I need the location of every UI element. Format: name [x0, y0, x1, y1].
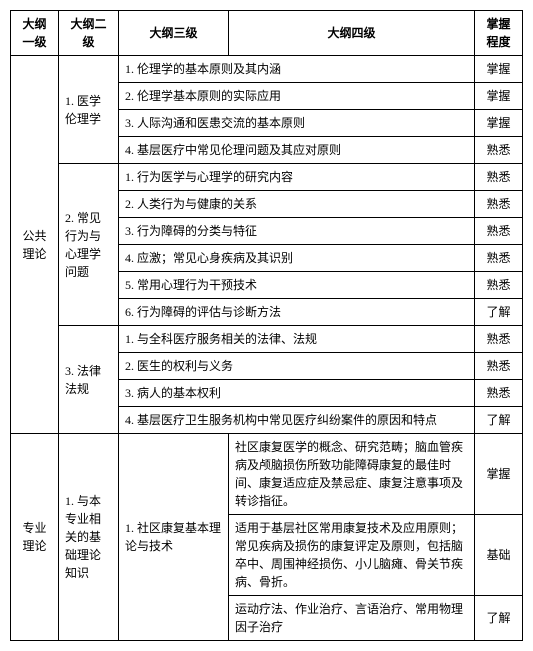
- cell-mastery: 了解: [475, 299, 523, 326]
- table-row: 专业理论1. 与本专业相关的基础理论知识1. 社区康复基本理论与技术社区康复医学…: [11, 434, 523, 515]
- cell-mastery: 熟悉: [475, 245, 523, 272]
- header-mastery: 掌握程度: [475, 11, 523, 56]
- header-l3: 大纲三级: [119, 11, 229, 56]
- cell-l1: 专业理论: [11, 434, 59, 641]
- cell-mastery: 掌握: [475, 434, 523, 515]
- cell-mastery: 熟悉: [475, 137, 523, 164]
- table-body: 公共理论1. 医学伦理学1. 伦理学的基本原则及其内涵掌握2. 伦理学基本原则的…: [11, 56, 523, 641]
- cell-l3: 3. 人际沟通和医患交流的基本原则: [119, 110, 475, 137]
- cell-l3: 4. 应激；常见心身疾病及其识别: [119, 245, 475, 272]
- cell-mastery: 掌握: [475, 56, 523, 83]
- cell-mastery: 熟悉: [475, 218, 523, 245]
- header-l1: 大纲一级: [11, 11, 59, 56]
- cell-l3: 1. 与全科医疗服务相关的法律、法规: [119, 326, 475, 353]
- outline-table: 大纲一级 大纲二级 大纲三级 大纲四级 掌握程度 公共理论1. 医学伦理学1. …: [10, 10, 523, 641]
- cell-mastery: 熟悉: [475, 380, 523, 407]
- cell-l4: 适用于基层社区常用康复技术及应用原则；常见疾病及损伤的康复评定及原则，包括脑卒中…: [229, 515, 475, 596]
- header-l4: 大纲四级: [229, 11, 475, 56]
- cell-mastery: 基础: [475, 515, 523, 596]
- cell-l3: 5. 常用心理行为干预技术: [119, 272, 475, 299]
- cell-mastery: 熟悉: [475, 164, 523, 191]
- table-row: 3. 法律法规1. 与全科医疗服务相关的法律、法规熟悉: [11, 326, 523, 353]
- cell-l3: 4. 基层医疗中常见伦理问题及其应对原则: [119, 137, 475, 164]
- cell-mastery: 了解: [475, 407, 523, 434]
- cell-mastery: 熟悉: [475, 272, 523, 299]
- table-row: 2. 常见行为与心理学问题1. 行为医学与心理学的研究内容熟悉: [11, 164, 523, 191]
- cell-l3: 4. 基层医疗卫生服务机构中常见医疗纠纷案件的原因和特点: [119, 407, 475, 434]
- cell-l2: 3. 法律法规: [59, 326, 119, 434]
- cell-mastery: 掌握: [475, 110, 523, 137]
- cell-l4: 运动疗法、作业治疗、言语治疗、常用物理因子治疗: [229, 596, 475, 641]
- cell-mastery: 熟悉: [475, 353, 523, 380]
- cell-l4: 社区康复医学的概念、研究范畴；脑血管疾病及颅脑损伤所致功能障碍康复的最佳时间、康…: [229, 434, 475, 515]
- cell-l3: 1. 行为医学与心理学的研究内容: [119, 164, 475, 191]
- cell-l2: 2. 常见行为与心理学问题: [59, 164, 119, 326]
- cell-mastery: 熟悉: [475, 326, 523, 353]
- cell-l1: 公共理论: [11, 56, 59, 434]
- table-row: 公共理论1. 医学伦理学1. 伦理学的基本原则及其内涵掌握: [11, 56, 523, 83]
- cell-l3: 1. 伦理学的基本原则及其内涵: [119, 56, 475, 83]
- cell-l2: 1. 医学伦理学: [59, 56, 119, 164]
- cell-l3: 6. 行为障碍的评估与诊断方法: [119, 299, 475, 326]
- header-row: 大纲一级 大纲二级 大纲三级 大纲四级 掌握程度: [11, 11, 523, 56]
- cell-mastery: 熟悉: [475, 191, 523, 218]
- cell-l3: 3. 行为障碍的分类与特征: [119, 218, 475, 245]
- cell-l3: 1. 社区康复基本理论与技术: [119, 434, 229, 641]
- cell-l3: 2. 医生的权利与义务: [119, 353, 475, 380]
- header-l2: 大纲二级: [59, 11, 119, 56]
- cell-l2: 1. 与本专业相关的基础理论知识: [59, 434, 119, 641]
- cell-l3: 3. 病人的基本权利: [119, 380, 475, 407]
- cell-mastery: 了解: [475, 596, 523, 641]
- cell-mastery: 掌握: [475, 83, 523, 110]
- cell-l3: 2. 伦理学基本原则的实际应用: [119, 83, 475, 110]
- cell-l3: 2. 人类行为与健康的关系: [119, 191, 475, 218]
